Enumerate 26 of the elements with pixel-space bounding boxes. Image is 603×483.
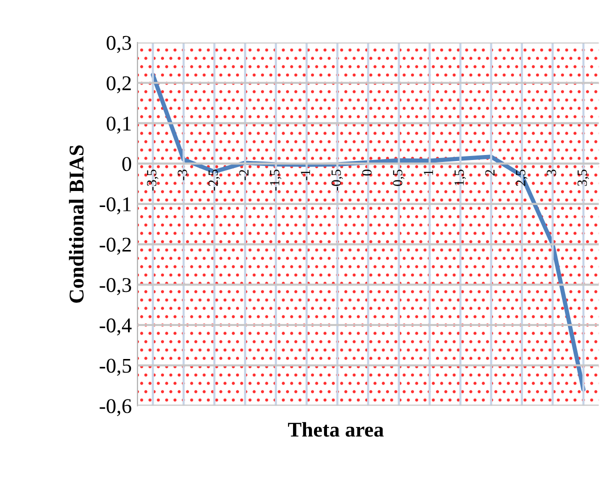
x-tick-label: 3: [546, 170, 556, 176]
x-tick-label: -3,5: [147, 170, 158, 191]
x-tick-label: 2: [485, 170, 494, 176]
y-tick-label: -0,5: [100, 358, 132, 376]
y-axis-title: Conditional BIAS: [68, 145, 84, 303]
y-tick-label: -0,4: [100, 318, 132, 336]
y-tick-label: 0,3: [106, 36, 132, 53]
x-tick-label: -1: [300, 170, 310, 180]
x-tick-label: -1,5: [270, 170, 282, 191]
y-tick-label: 0,2: [106, 76, 131, 94]
x-tick-label: -3: [178, 170, 188, 180]
x-tick-label: -0,5: [331, 170, 343, 191]
x-tick-label: -2: [239, 170, 248, 180]
x-tick-label: 0: [362, 170, 372, 176]
x-tick-label: 1: [424, 170, 433, 175]
x-tick-label: 2,5: [516, 170, 528, 186]
x-tick-label: 3,5: [578, 170, 589, 186]
x-tick-label: -2,5: [208, 170, 220, 191]
y-tick-label: -0,6: [100, 399, 132, 416]
y-tick-label: 0,1: [106, 116, 131, 134]
y-tick-label: -0,1: [100, 197, 131, 214]
x-tick-label: 0,5: [392, 170, 404, 186]
x-axis-title: Theta area: [288, 422, 384, 437]
y-tick-label: -0,3: [100, 278, 132, 296]
y-tick-label: -0,2: [100, 238, 131, 255]
x-tick-label: 1,5: [454, 170, 466, 186]
